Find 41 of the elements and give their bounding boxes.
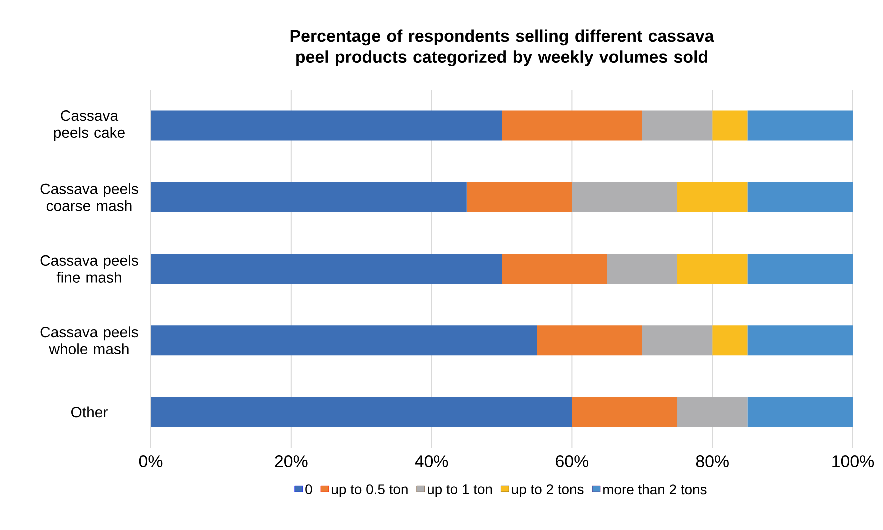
- bar: [151, 110, 502, 141]
- y-tick-label: Cassava peels whole mash: [40, 326, 138, 355]
- bar: [748, 254, 854, 284]
- x-tick-label: 60%: [556, 456, 589, 468]
- x-tick-label: 40%: [415, 456, 448, 468]
- bar: [151, 397, 572, 428]
- legend-label: up to 0.5 ton: [332, 484, 408, 498]
- legend-label: up to 1 ton: [428, 484, 492, 498]
- y-tick-label: Cassava peels cake: [54, 110, 125, 142]
- bar: [678, 182, 748, 212]
- legend-label: up to 2 tons: [512, 484, 584, 498]
- legend-label: more than 2 tons: [604, 484, 707, 495]
- bar: [466, 182, 572, 212]
- bar: [642, 110, 713, 141]
- bar: [748, 182, 854, 212]
- bar: [572, 182, 678, 212]
- y-tick-label: Cassava peels coarse mash: [40, 183, 138, 212]
- chart-title: Percentage of respondents selling different cassava peel products categorized by weekly volumes sold: [290, 30, 714, 67]
- x-tick-label: 80%: [696, 456, 729, 468]
- bar: [151, 182, 467, 212]
- bar: [151, 254, 502, 284]
- bar: [572, 397, 678, 428]
- bar: [712, 110, 748, 141]
- x-tick-label: 20%: [275, 456, 308, 468]
- bar: [642, 326, 713, 356]
- bar: [502, 254, 608, 284]
- bar: [678, 397, 748, 428]
- bar: [502, 110, 642, 141]
- x-tick-label: 0%: [139, 456, 163, 468]
- bar: [151, 326, 538, 356]
- bar: [537, 326, 642, 356]
- bar: [748, 397, 854, 428]
- legend-label: 0: [306, 484, 312, 494]
- x-tick-label: 100%: [832, 456, 874, 468]
- bar: [712, 326, 748, 356]
- bar: [748, 326, 854, 356]
- bar: [678, 254, 748, 284]
- bar: [748, 110, 854, 141]
- y-tick-label: Cassava peels fine mash: [40, 255, 138, 283]
- bar: [607, 254, 678, 284]
- y-tick-label: Other: [71, 406, 108, 418]
